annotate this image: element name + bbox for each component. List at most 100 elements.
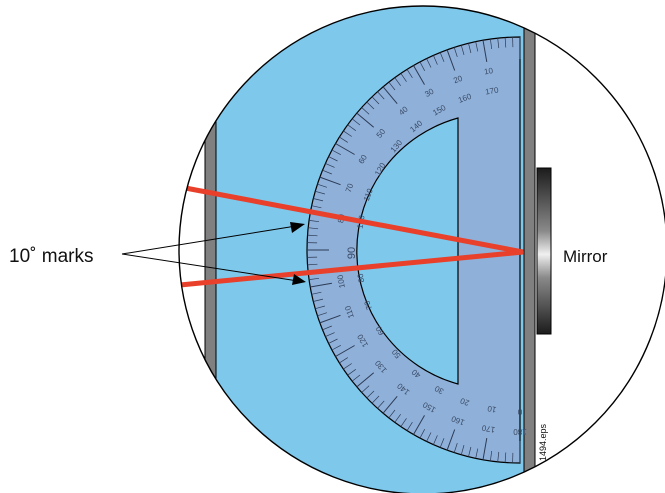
protractor-tick xyxy=(426,58,432,68)
view-circle xyxy=(178,5,665,493)
protractor-tick xyxy=(361,107,370,115)
protractor-tick xyxy=(497,38,500,49)
protractor-outer-label: 110 xyxy=(343,304,356,320)
protractor-inner-label: 160 xyxy=(457,92,473,105)
protractor-tick xyxy=(490,39,493,50)
protractor-tick xyxy=(371,395,380,404)
protractor-tick xyxy=(331,344,341,351)
marks-callout xyxy=(121,222,306,285)
protractor-tick xyxy=(433,55,438,65)
protractor-tick xyxy=(433,435,438,445)
protractor-tick xyxy=(413,415,425,435)
protractor-tick xyxy=(460,45,465,55)
protractor-tick xyxy=(317,183,328,188)
protractor-tick xyxy=(335,345,355,357)
protractor-tick xyxy=(313,198,324,202)
protractor-tick xyxy=(400,73,407,82)
protractor-outer-label: 100 xyxy=(336,274,347,289)
protractor-tick xyxy=(319,176,341,186)
protractor-tick xyxy=(335,143,355,155)
protractor-tick xyxy=(382,86,398,105)
protractor-tick xyxy=(497,451,500,462)
protractor-tick xyxy=(339,136,348,143)
protractor-tick xyxy=(309,220,320,223)
protractor-tick xyxy=(309,277,320,280)
protractor-tick xyxy=(460,445,465,455)
protractor-tick xyxy=(504,37,507,48)
protractor-tick xyxy=(426,432,432,442)
protractor-inner-label: 110 xyxy=(362,187,375,203)
protractor-tick xyxy=(439,438,445,448)
protractor-tick xyxy=(319,314,341,324)
protractor-tick xyxy=(322,325,332,331)
protractor-tick xyxy=(377,400,385,409)
protractor-tick xyxy=(482,438,488,460)
protractor-tick xyxy=(419,61,426,71)
protractor-tick xyxy=(313,298,324,302)
protractor-tick xyxy=(351,374,361,382)
protractor-inner-label: 20 xyxy=(459,396,471,408)
protractor-tick xyxy=(439,52,445,62)
protractor xyxy=(306,36,521,464)
incident-beam xyxy=(179,184,524,255)
protractor-inner-label: 80 xyxy=(356,272,367,283)
protractor-tick xyxy=(446,49,456,71)
protractor-tick xyxy=(475,448,479,459)
protractor-tick xyxy=(453,442,458,453)
left-wall xyxy=(204,6,217,493)
protractor-tick xyxy=(331,149,341,156)
protractor-tick xyxy=(328,156,338,162)
protractor-tick xyxy=(406,69,413,78)
protractor-tick xyxy=(388,81,396,91)
protractor-tick xyxy=(366,101,375,110)
protractor-tick xyxy=(388,409,396,419)
protractor-outer-label: 160 xyxy=(450,414,466,427)
background-left xyxy=(179,6,210,493)
protractor-inner-label: 70 xyxy=(362,299,374,311)
protractor-tick xyxy=(446,429,456,451)
mirror-holder xyxy=(536,167,552,335)
protractor-tick xyxy=(356,112,375,128)
protractor-outer-label: 70 xyxy=(344,182,356,194)
protractor-tick xyxy=(406,422,413,431)
protractor-inner-label: 10 xyxy=(486,404,497,415)
protractor-tick xyxy=(347,124,357,131)
protractor-tick xyxy=(325,163,335,168)
protractor-center-label: 90 xyxy=(346,247,358,259)
protractor-tick xyxy=(325,332,335,337)
protractor-tick xyxy=(343,363,352,370)
marks-label: 10˚ marks xyxy=(9,246,93,267)
protractor-tick xyxy=(377,91,385,100)
protractor-tick xyxy=(307,263,318,266)
protractor-tick xyxy=(468,43,472,54)
protractor-tick xyxy=(468,446,472,457)
protractor-tick xyxy=(371,96,380,105)
protractor-tick xyxy=(366,390,375,399)
protractor-tick xyxy=(322,169,332,175)
protractor-tick xyxy=(453,47,458,58)
protractor-tick xyxy=(504,452,507,463)
protractor-outer-label: 20 xyxy=(452,74,464,86)
protractor-tick xyxy=(356,372,375,388)
protractor-tick xyxy=(310,282,332,288)
protractor-outer-label: 170 xyxy=(481,423,496,434)
protractor-tick xyxy=(307,234,318,237)
protractor-tick xyxy=(311,205,322,209)
protractor-tick xyxy=(315,305,325,310)
protractor-outer-label: 10 xyxy=(483,66,494,77)
protractor-tick xyxy=(351,118,361,126)
protractor-tick xyxy=(482,40,488,62)
protractor-tick xyxy=(361,385,370,393)
protractor-inner-label: 170 xyxy=(485,85,500,96)
mirror-label: Mirror xyxy=(563,247,608,266)
protractor-tick xyxy=(317,312,328,317)
protractor-tick xyxy=(475,41,479,52)
protractor-tick xyxy=(315,190,325,195)
protractor-tick xyxy=(308,227,319,230)
right-wall xyxy=(523,6,536,493)
file-id-label: 1494.eps xyxy=(538,423,548,461)
protractor-tick xyxy=(400,418,407,427)
reflected-beam xyxy=(179,249,524,288)
protractor-tick xyxy=(339,357,348,364)
